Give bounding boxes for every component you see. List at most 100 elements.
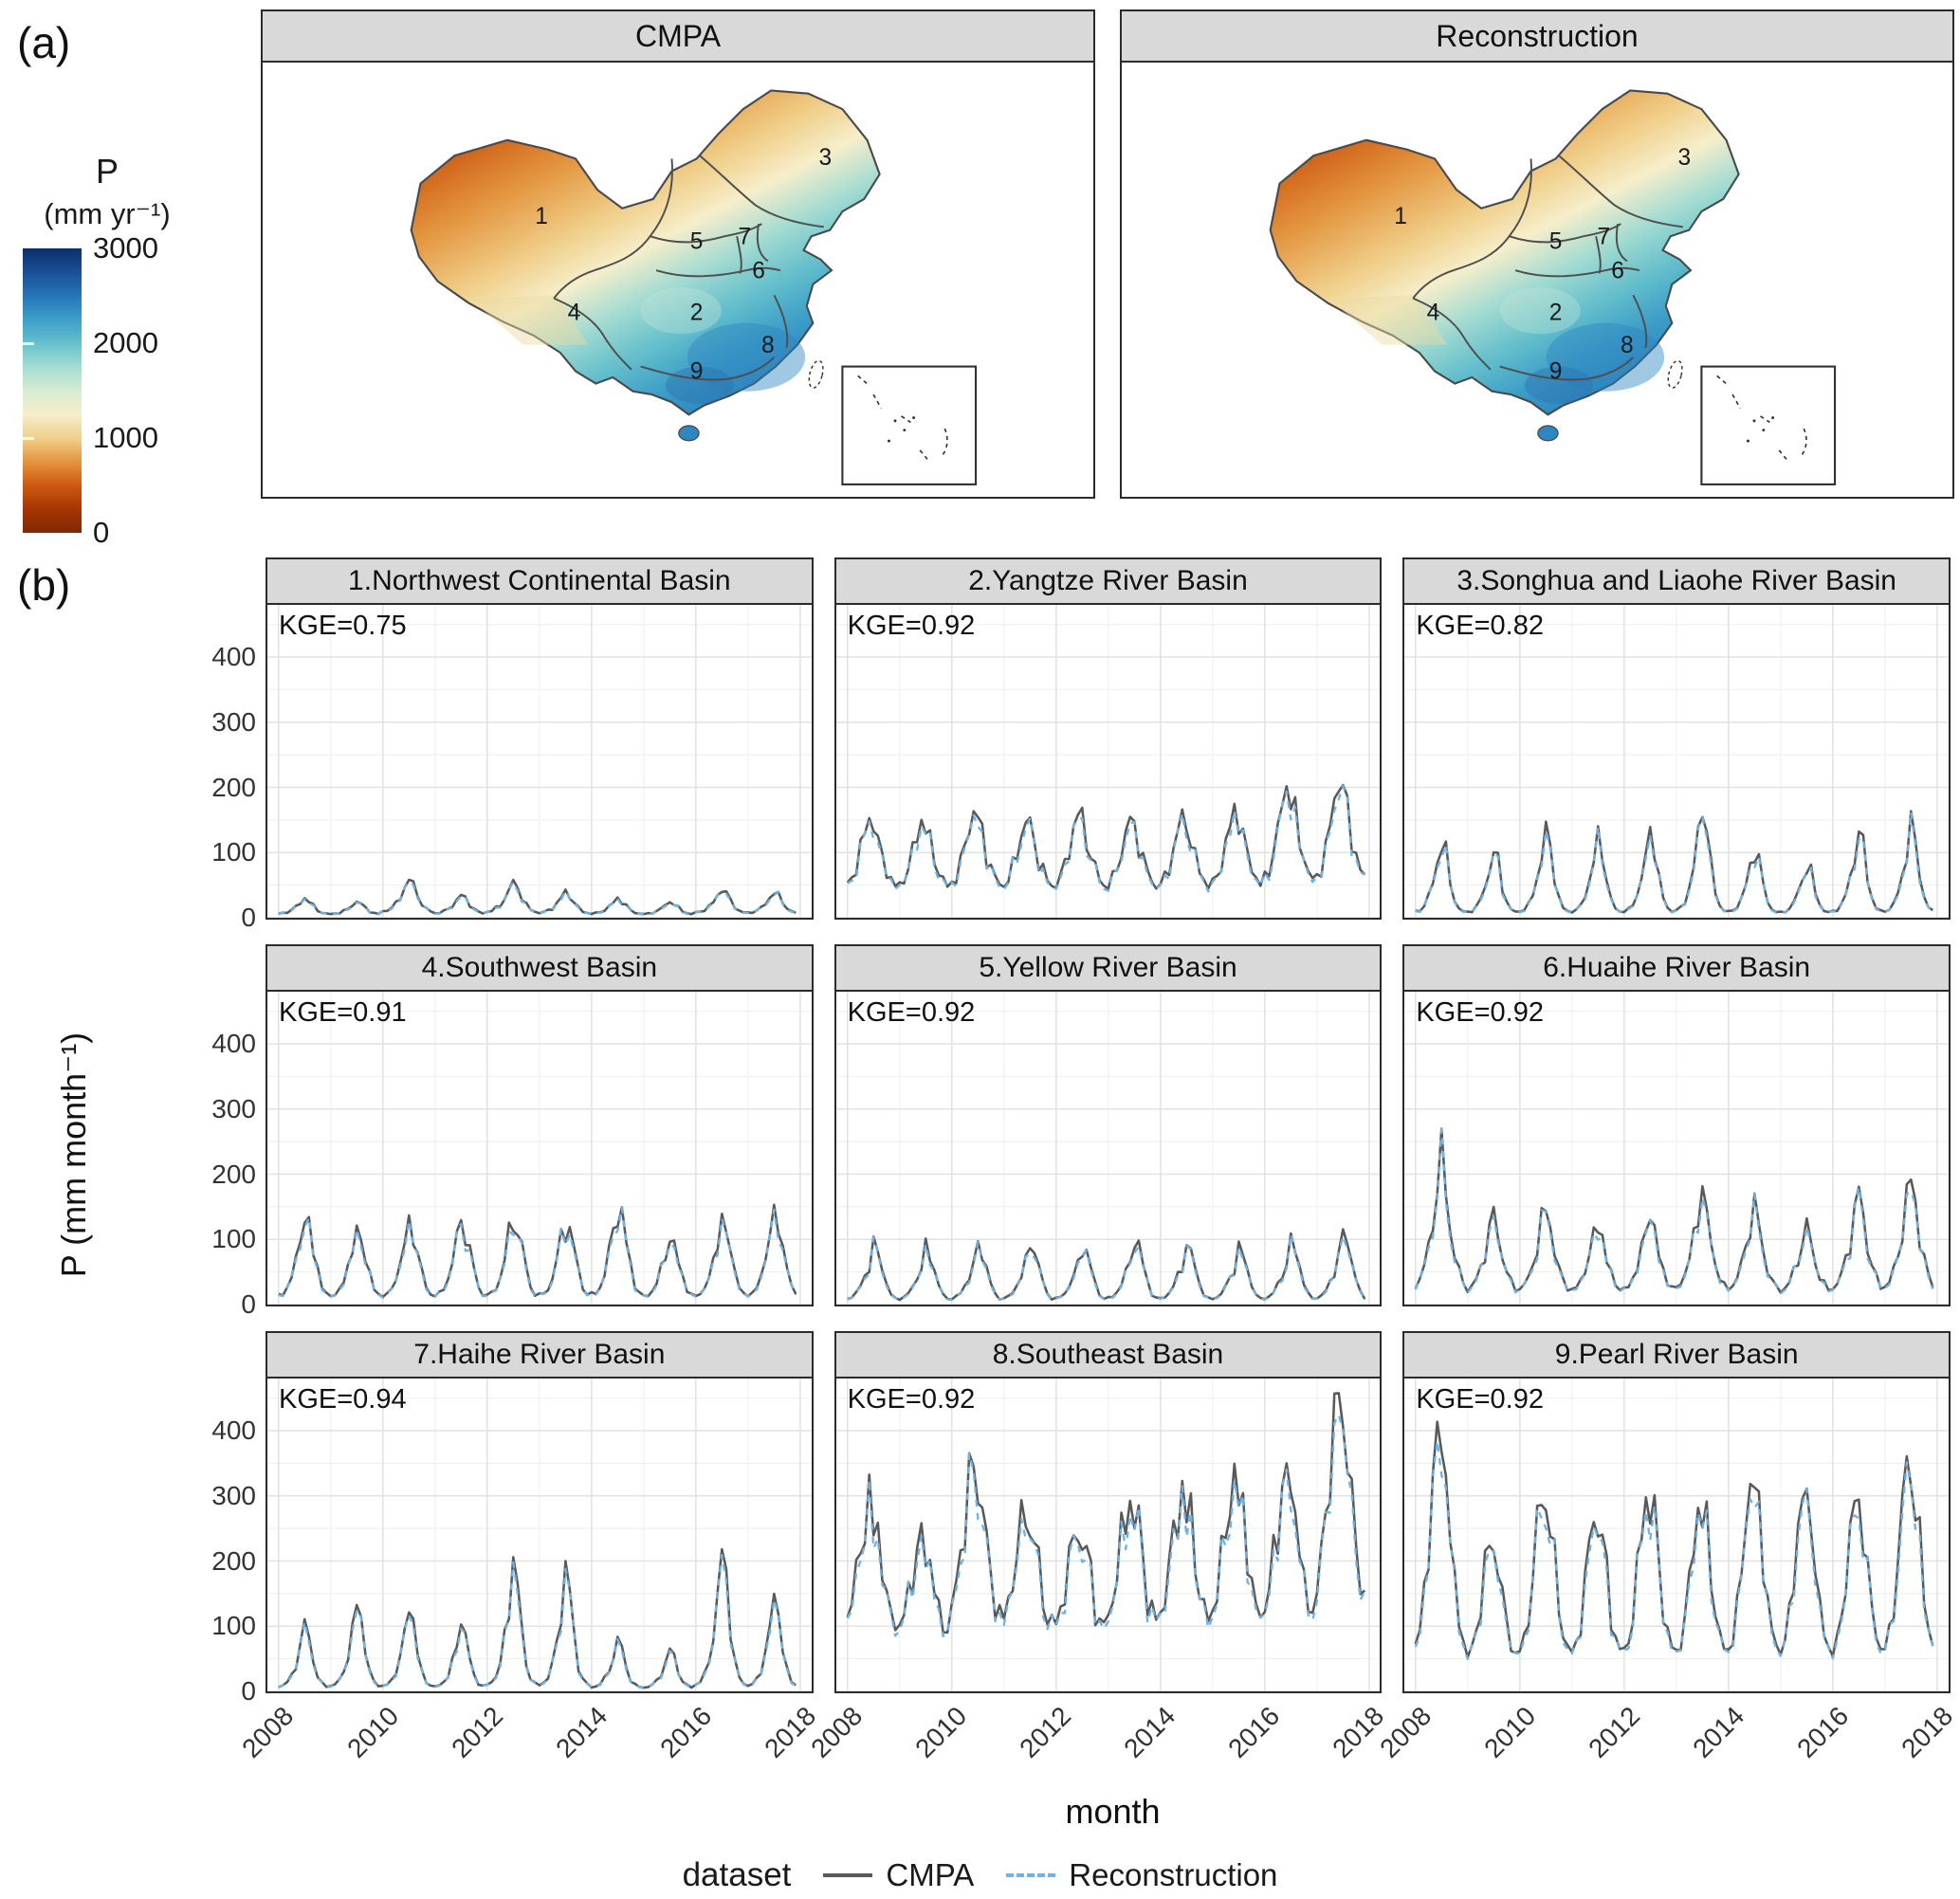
basin-boundary (1632, 294, 1648, 349)
y-tick-label: 300 (211, 1093, 256, 1123)
timeseries-svg (835, 992, 1381, 1305)
series-line-cmpa (278, 1203, 797, 1299)
map-facets: CMPA 1 2 3 4 5 6 7 8 9 Reconstruction 1 2 3 4 5 6 7 8 9 (261, 9, 1960, 499)
basin-facet-4: 4.Southwest Basin KGE=0.91 400 300 200 100 0 (211, 944, 814, 1319)
basin-facet-2: 2.Yangtze River Basin KGE=0.92 (833, 557, 1383, 920)
basin-boundary (1595, 236, 1602, 274)
china-precipitation-map-svg: 1 2 3 4 5 67 8 9 (410, 89, 978, 485)
basin-boundary (1412, 297, 1492, 371)
panel-b: (b) P (mm month⁻¹) 1.Northwest Continent… (0, 557, 1960, 1832)
x-tick-label: 2012 (1014, 1701, 1077, 1763)
basin-boundary (640, 356, 776, 381)
y-tick-label: 100 (211, 837, 256, 867)
y-tick-label: 0 (241, 1289, 256, 1319)
basin-boundary (553, 158, 673, 300)
colorbar-tick-labels: 3000 2000 1000 0 (82, 231, 186, 549)
basin-facet-5: 5.Yellow River Basin KGE=0.92 (833, 944, 1383, 1306)
basin-facet-9: 9.Pearl River Basin KGE=0.92 2008 2010 2012 2… (1374, 1331, 1958, 1763)
kge-annotation: KGE=0.75 (279, 611, 407, 641)
colorbar: P (mm yr⁻¹) 3000 2000 1000 0 (17, 152, 197, 549)
series-line-cmpa (846, 1392, 1365, 1634)
series-line-cmpa (846, 784, 1365, 890)
timeseries-svg (835, 605, 1381, 918)
x-tick-label: 2018 (758, 1701, 821, 1763)
colorbar-title: P (95, 152, 119, 191)
y-tick-label: 400 (211, 1029, 256, 1058)
series-line-reconstruction (278, 880, 797, 916)
timeseries-svg (835, 1379, 1381, 1691)
y-tick-label: 0 (241, 903, 256, 932)
colorbar-tickmark (23, 342, 34, 345)
y-tick-label: 200 (211, 1159, 256, 1189)
x-tick-label: 2014 (1118, 1701, 1181, 1763)
y-tick-label: 200 (211, 772, 256, 802)
basin-number-label: 7 (739, 224, 752, 249)
x-tick-label: 2012 (445, 1701, 508, 1763)
x-tick-label: 2014 (549, 1701, 613, 1763)
basin-boundary (1499, 356, 1635, 381)
map-facet-reconstruction: Reconstruction 1 2 3 4 5 6 7 8 9 (1120, 9, 1954, 499)
series-line-cmpa (1414, 1127, 1934, 1294)
basin-plot-area: KGE=0.94 400 300 200 100 0 2008 2010 2012 2014 201… (211, 1377, 821, 1763)
y-tick-label: 100 (211, 1611, 256, 1641)
basin-boundary (1558, 155, 1683, 228)
basin-facet-3: 3.Songhua and Liaohe River Basin KGE=0.82 (1402, 557, 1951, 920)
kge-annotation: KGE=0.92 (1416, 1384, 1544, 1415)
y-tick-label: 300 (211, 706, 256, 737)
y-tick-label: 400 (211, 642, 256, 671)
basin-facet-1: 1.Northwest Continental Basin KGE=0.75 400… (211, 557, 814, 932)
timeseries-svg (267, 605, 812, 918)
series-line-cmpa (847, 1228, 1366, 1302)
basin-number-label: 3 (819, 145, 833, 171)
basin-boundary (699, 155, 824, 228)
timeseries-svg (1404, 1379, 1949, 1691)
x-tick-label: 2010 (1478, 1701, 1542, 1763)
legend-label-reconstruction: Reconstruction (1069, 1857, 1278, 1892)
basin-number-label: 9 (1549, 359, 1563, 385)
series-line-reconstruction (278, 1554, 797, 1689)
basin-facet-6: 6.Huaihe River Basin KGE=0.92 (1402, 944, 1951, 1306)
basin-number-label: 3 (1678, 145, 1692, 171)
kge-annotation: KGE=0.82 (1416, 611, 1544, 641)
panel-a: (a) P (mm yr⁻¹) 3000 2000 1000 0 CMPA 1 2 3 4 5 6… (0, 0, 1960, 549)
basin-number-label: 7 (1598, 224, 1611, 249)
x-tick-label: 2018 (1327, 1701, 1390, 1763)
basin-number-label: 2 (690, 301, 704, 326)
basin-plot-area: KGE=0.92 (1402, 990, 1951, 1306)
y-tick-label: 300 (211, 1480, 256, 1510)
kge-annotation: KGE=0.92 (1416, 997, 1544, 1028)
basin-boundary (1509, 223, 1621, 244)
series-line-reconstruction (1415, 1127, 1934, 1295)
x-tick-label: 2010 (340, 1701, 404, 1763)
legend-label-cmpa: CMPA (886, 1857, 975, 1892)
basin-facet-title: 3.Songhua and Liaohe River Basin (1402, 557, 1951, 603)
colorbar-tick-label: 1000 (93, 421, 158, 454)
panel-a-left-gutter: (a) P (mm yr⁻¹) 3000 2000 1000 0 (0, 9, 261, 549)
basin-number-label: 8 (761, 333, 775, 358)
legend-item-cmpa: CMPA (823, 1857, 974, 1893)
basin-boundary (553, 297, 632, 371)
x-tick-label: 2008 (1374, 1701, 1438, 1763)
x-tick-label: 2016 (1222, 1701, 1286, 1763)
kge-annotation: KGE=0.92 (847, 1384, 976, 1415)
solid-line-icon (823, 1873, 873, 1877)
basin-number-label: 1 (535, 204, 548, 229)
south-china-sea-inset (1700, 365, 1837, 485)
kge-annotation: KGE=0.91 (279, 997, 407, 1028)
basin-facet-8: 8.Southeast Basin KGE=0.92 2008 2010 2012 201… (805, 1331, 1389, 1763)
timeseries-svg (1404, 605, 1949, 918)
basin-number-label: 4 (568, 301, 581, 326)
basin-number-label: 8 (1621, 333, 1634, 358)
series-line-cmpa (1414, 1420, 1934, 1659)
south-china-sea-inset (841, 365, 978, 485)
colorbar-tick-label: 3000 (93, 231, 158, 265)
basin-number-label: 5 (690, 228, 704, 254)
colorbar-tick-label: 2000 (93, 326, 158, 359)
basin-number-label: 1 (1394, 204, 1407, 229)
kge-annotation: KGE=0.92 (847, 997, 976, 1028)
basin-boundary (756, 223, 769, 263)
dataset-legend: dataset CMPA Reconstruction (0, 1856, 1960, 1894)
dashed-line-icon (1006, 1873, 1056, 1877)
basin-number-label: 2 (1549, 301, 1563, 326)
